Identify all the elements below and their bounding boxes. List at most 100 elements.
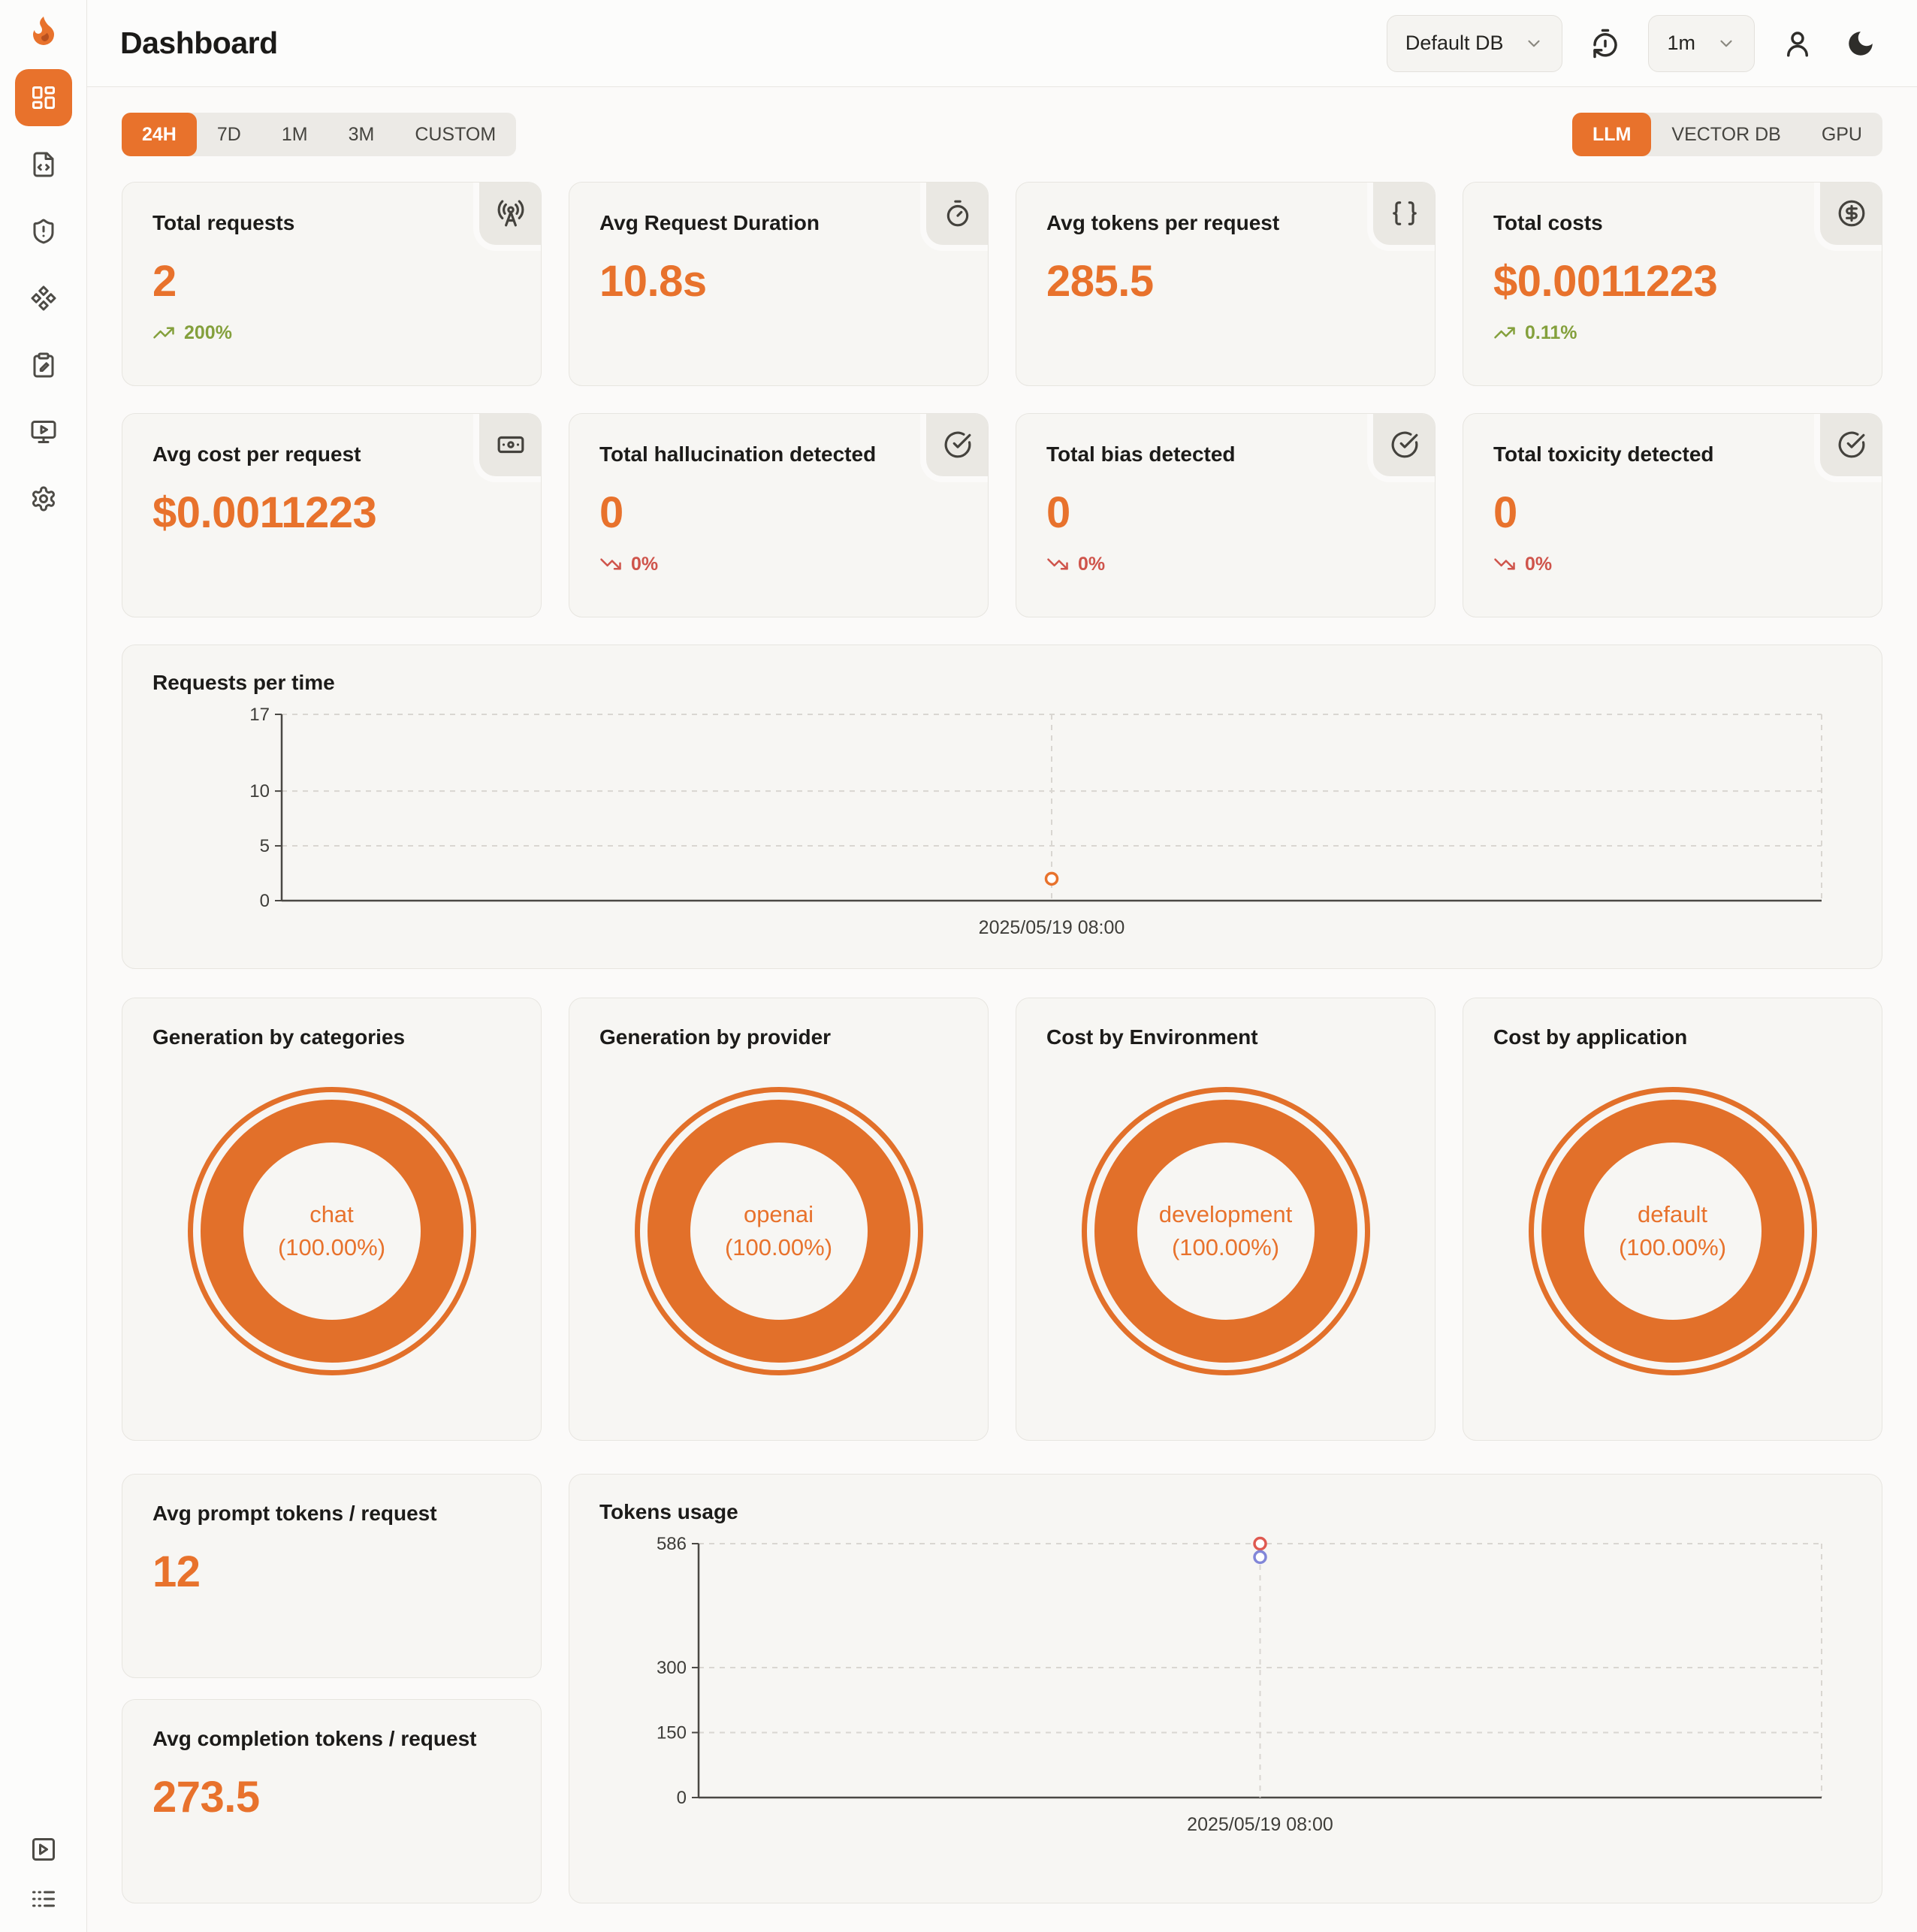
view-tabs: LLM VECTOR DB GPU: [1572, 113, 1882, 156]
layout-dashboard-icon: [32, 86, 55, 109]
braces-icon: [1366, 183, 1435, 251]
sidebar-item-monitor-play[interactable]: [15, 403, 72, 460]
stat-value: 2: [152, 257, 177, 306]
tab-vector-db[interactable]: VECTOR DB: [1671, 123, 1781, 145]
tab-3m[interactable]: 3M: [348, 123, 375, 145]
requests-per-time-chart[interactable]: 0 5 10 17 2025/05/19 08:00: [152, 702, 1852, 950]
tab-7d[interactable]: 7D: [216, 123, 241, 145]
stat-value: 285.5: [1046, 257, 1154, 306]
svg-text:17: 17: [249, 705, 270, 725]
chart-title: Cost by application: [1493, 1025, 1688, 1049]
stat-title: Avg cost per request: [152, 442, 361, 466]
stat-card-bias: Total bias detected 0 0%: [1016, 413, 1435, 617]
stat-value: 273.5: [152, 1773, 260, 1822]
sidebar-nav: [14, 69, 72, 527]
donut-chart[interactable]: chat (100.00%): [187, 1087, 476, 1375]
donut-card-provider: Generation by provider openai (100.00%): [569, 998, 989, 1441]
sidebar-item-dashboard[interactable]: [14, 69, 72, 126]
app-logo-flame-icon[interactable]: [26, 12, 62, 48]
stat-title: Total bias detected: [1046, 442, 1236, 466]
logs-icon: [32, 1891, 55, 1907]
chart-title: Cost by Environment: [1046, 1025, 1258, 1049]
donut-chart[interactable]: openai (100.00%): [634, 1087, 923, 1375]
sidebar-item-clipboard-pen[interactable]: [15, 337, 72, 394]
stat-title: Avg tokens per request: [1046, 211, 1280, 234]
stat-value: 10.8s: [599, 257, 707, 306]
stat-title: Avg Request Duration: [599, 211, 820, 234]
sidebar-item-component[interactable]: [15, 270, 72, 327]
moon-icon: [1849, 31, 1873, 56]
chart-title: Generation by categories: [152, 1025, 406, 1049]
stat-title: Avg completion tokens / request: [152, 1727, 477, 1750]
sidebar-bottom: [30, 1836, 57, 1912]
donut-card-application: Cost by application default (100.00%): [1463, 998, 1882, 1441]
stat-card-hallucination: Total hallucination detected 0 0%: [569, 413, 989, 617]
stat-value: 0: [1493, 488, 1517, 537]
tokens-usage-chart[interactable]: 0 150 300 586 2025/05/19 08:00: [599, 1532, 1852, 1847]
tab-custom[interactable]: CUSTOM: [415, 123, 497, 145]
circle-check-icon: [1813, 414, 1882, 482]
svg-text:2025/05/19 08:00: 2025/05/19 08:00: [979, 917, 1125, 938]
clipboard-pen-icon: [33, 352, 53, 378]
tab-24h[interactable]: 24H: [122, 113, 197, 156]
sidebar-item-shield-alert[interactable]: [15, 203, 72, 260]
trend-delta: 200%: [152, 321, 511, 344]
trending-up-icon: [1494, 327, 1515, 339]
donut-row: Generation by categories chat (100.00%) …: [122, 998, 1882, 1441]
header: Dashboard Default DB 1m: [87, 0, 1917, 87]
chevron-down-icon: [1528, 40, 1541, 47]
trending-down-icon: [1047, 558, 1068, 570]
bottom-row: Avg prompt tokens / request 12 Tokens us…: [122, 1474, 1882, 1903]
sidebar-item-logs[interactable]: [30, 1885, 57, 1912]
refresh-timer-button[interactable]: [1585, 23, 1626, 64]
square-play-icon: [32, 1838, 55, 1861]
tab-gpu[interactable]: GPU: [1821, 123, 1862, 145]
main-content: 24H 7D 1M 3M CUSTOM LLM VECTOR DB GPU To…: [87, 87, 1917, 1932]
component-icon: [31, 285, 56, 311]
stat-title: Avg prompt tokens / request: [152, 1502, 437, 1525]
tokens-usage-card: Tokens usage 0 150 300 586 2025/05/19 08:00: [569, 1474, 1882, 1903]
banknote-icon: [472, 414, 541, 482]
svg-text:5: 5: [260, 836, 270, 856]
circle-check-icon: [1366, 414, 1435, 482]
db-select[interactable]: Default DB: [1386, 14, 1563, 72]
tab-1m[interactable]: 1M: [281, 123, 308, 145]
chart-title: Generation by provider: [599, 1025, 832, 1049]
sidebar-item-file-code[interactable]: [15, 136, 72, 193]
tab-llm[interactable]: LLM: [1572, 113, 1652, 156]
donut-outer-ring: [634, 1087, 923, 1375]
trend-delta: 0.11%: [1493, 321, 1852, 344]
trending-down-icon: [600, 558, 621, 570]
user-button[interactable]: [1777, 23, 1818, 64]
trend-delta: 0%: [599, 553, 958, 575]
stat-title: Total toxicity detected: [1493, 442, 1714, 466]
svg-text:586: 586: [657, 1534, 687, 1554]
chevron-down-icon: [1720, 40, 1732, 47]
theme-toggle-button[interactable]: [1840, 23, 1881, 64]
sidebar: [0, 0, 87, 1932]
stat-value: 0: [1046, 488, 1070, 537]
monitor-play-icon: [31, 421, 56, 443]
stat-card-avg-prompt-tokens: Avg prompt tokens / request 12: [122, 1474, 542, 1678]
stat-card-total-requests: Total requests 2 200%: [122, 182, 542, 386]
interval-select-value: 1m: [1667, 32, 1695, 54]
donut-center-label: default (100.00%): [1618, 1201, 1727, 1260]
donut-chart[interactable]: development (100.00%): [1081, 1087, 1370, 1375]
donut-outer-ring: [1081, 1087, 1370, 1375]
stat-value: $0.0011223: [152, 488, 377, 537]
db-select-value: Default DB: [1405, 32, 1504, 54]
interval-select[interactable]: 1m: [1648, 14, 1755, 72]
donut-card-categories: Generation by categories chat (100.00%): [122, 998, 542, 1441]
sidebar-item-square-play[interactable]: [30, 1836, 57, 1863]
file-code-icon: [33, 152, 53, 177]
requests-per-time-card: Requests per time 0 5 10 17 2025/05/19 08:00: [122, 645, 1882, 969]
donut-center-label: chat (100.00%): [277, 1201, 386, 1260]
donut-chart[interactable]: default (100.00%): [1528, 1087, 1817, 1375]
sidebar-item-settings[interactable]: [15, 470, 72, 527]
shield-alert-icon: [33, 219, 53, 244]
circle-dollar-icon: [1813, 183, 1882, 251]
trend-delta: 0%: [1046, 553, 1405, 575]
svg-text:150: 150: [657, 1722, 687, 1743]
filter-row: 24H 7D 1M 3M CUSTOM LLM VECTOR DB GPU: [122, 113, 1882, 156]
stat-card-avg-duration: Avg Request Duration 10.8s: [569, 182, 989, 386]
